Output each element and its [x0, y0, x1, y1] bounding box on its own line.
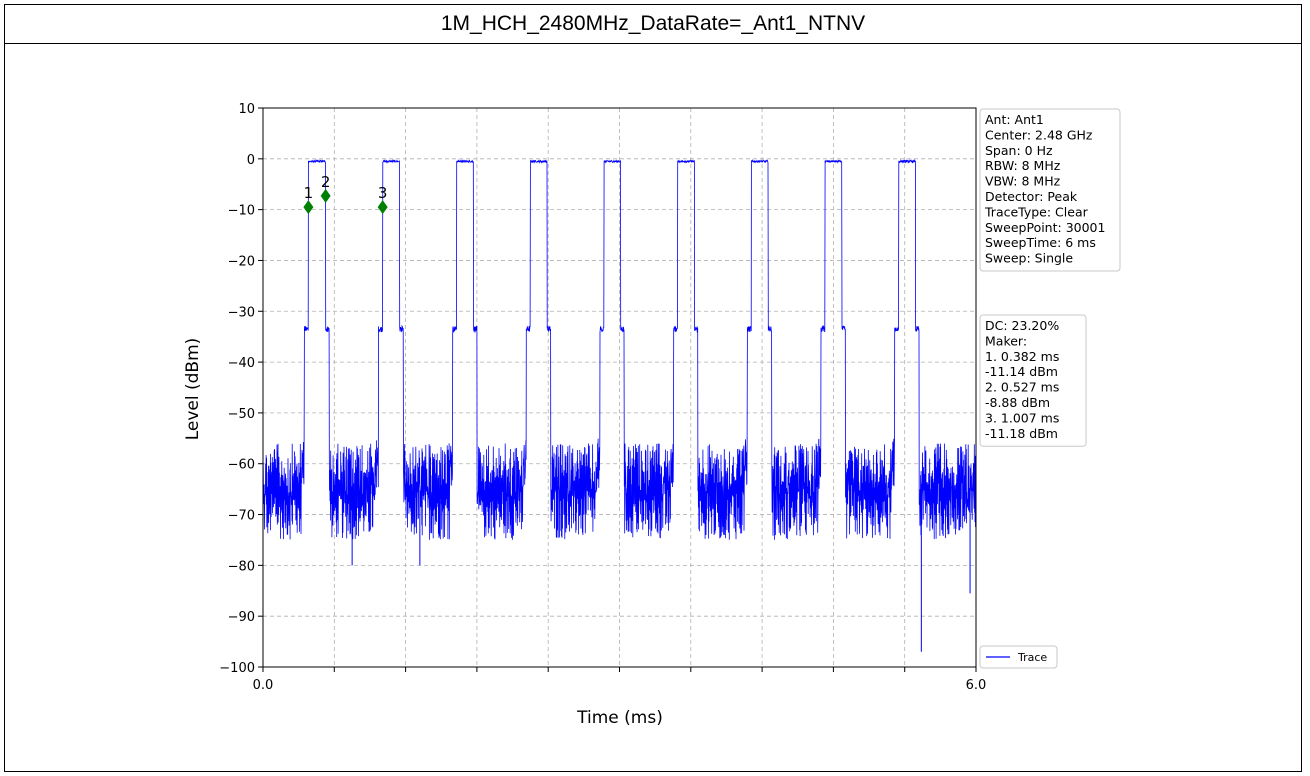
plot-frame — [262, 107, 977, 668]
marker-label: 1 — [304, 184, 314, 202]
y-tick-label: −80 — [228, 559, 255, 574]
info-box-line: TraceType: Clear — [984, 204, 1089, 219]
y-tick-label: 10 — [238, 102, 255, 117]
y-tick-label: −90 — [228, 610, 255, 625]
marker-1 — [303, 200, 314, 215]
x-tick-label: 6.0 — [966, 678, 987, 693]
legend-label: Trace — [1017, 651, 1047, 664]
figure-frame: 1M_HCH_2480MHz_DataRate=_Ant1_NTNV — [4, 4, 1302, 772]
info-box — [979, 108, 1121, 272]
info-box-line: Sweep: Single — [985, 251, 1073, 266]
trace-series — [262, 158, 977, 652]
y-tick-label: −50 — [228, 407, 255, 422]
info-box-line: Detector: Peak — [985, 189, 1078, 204]
y-tick-label: −30 — [228, 305, 255, 320]
markers: 12 3 — [303, 173, 388, 215]
info-box-line: RBW: 8 MHz — [985, 158, 1061, 173]
marker-box-line: 1. 0.382 ms — [985, 349, 1059, 364]
y-tick-label: −70 — [228, 509, 255, 524]
x-tick-label: 0.0 — [253, 678, 274, 693]
marker-2 — [320, 188, 331, 203]
y-tick-label: −10 — [228, 204, 255, 219]
marker-box — [979, 314, 1087, 447]
marker-box-line: -11.14 dBm — [985, 364, 1058, 379]
info-box-line: Span: 0 Hz — [985, 143, 1053, 158]
axes: 0.0 6.0 10 0 −10 −20 −30 −40 −50 −60 −70 −80 −90 −100 — [219, 102, 986, 693]
y-axis-label: Level (dBm) — [183, 338, 203, 441]
marker-box-line: Maker: — [985, 333, 1027, 348]
info-box-line: VBW: 8 MHz — [985, 174, 1061, 189]
info-box-line: Ant: Ant1 — [985, 112, 1044, 127]
marker-box-line: 2. 0.527 ms — [985, 380, 1059, 395]
x-axis-label: Time (ms) — [576, 708, 663, 728]
trace-line — [262, 158, 977, 540]
info-box-line: SweepTime: 6 ms — [985, 235, 1096, 250]
marker-3 — [377, 200, 388, 215]
marker-label: 3 — [378, 184, 388, 202]
y-tick-label: −60 — [228, 458, 255, 473]
legend — [979, 645, 1058, 669]
y-tick-label: −100 — [219, 661, 255, 676]
page-title: 1M_HCH_2480MHz_DataRate=_Ant1_NTNV — [5, 5, 1301, 44]
marker-box-line: 3. 1.007 ms — [985, 410, 1059, 425]
y-tick-label: 0 — [247, 153, 255, 168]
info-box-line: SweepPoint: 30001 — [985, 220, 1105, 235]
info-box-line: Center: 2.48 GHz — [985, 127, 1093, 142]
marker-box-line: DC: 23.20% — [985, 318, 1059, 333]
y-tick-label: −40 — [228, 356, 255, 371]
marker-box-line: -8.88 dBm — [985, 395, 1050, 410]
marker-label: 2 — [321, 173, 331, 191]
y-tick-label: −20 — [228, 254, 255, 269]
grid — [263, 108, 976, 667]
marker-box-line: -11.18 dBm — [985, 426, 1058, 441]
